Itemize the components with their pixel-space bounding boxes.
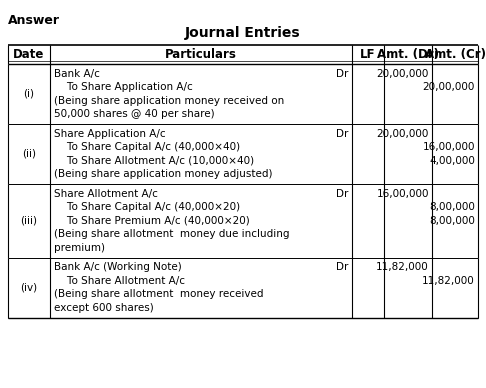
Text: To Share Capital A/c (40,000×40): To Share Capital A/c (40,000×40) <box>54 142 240 152</box>
Text: 20,00,000: 20,00,000 <box>423 82 475 92</box>
Text: 20,00,000: 20,00,000 <box>377 69 429 79</box>
Text: Particulars: Particulars <box>165 48 237 61</box>
Text: Share Application A/c: Share Application A/c <box>54 129 166 139</box>
Text: Dr: Dr <box>336 262 348 272</box>
Text: To Share Application A/c: To Share Application A/c <box>54 82 193 92</box>
Text: Bank A/c (Working Note): Bank A/c (Working Note) <box>54 262 182 272</box>
Text: (Being share application money adjusted): (Being share application money adjusted) <box>54 169 273 179</box>
Text: 11,82,000: 11,82,000 <box>422 276 475 286</box>
Text: Journal Entries: Journal Entries <box>185 26 301 40</box>
Text: (iii): (iii) <box>20 216 37 226</box>
Text: To Share Capital A/c (40,000×20): To Share Capital A/c (40,000×20) <box>54 202 240 212</box>
Text: Date: Date <box>13 48 45 61</box>
Text: LF: LF <box>360 48 376 61</box>
Text: Dr: Dr <box>336 69 348 79</box>
Text: To Share Allotment A/c (10,000×40): To Share Allotment A/c (10,000×40) <box>54 156 254 166</box>
Text: To Share Allotment A/c: To Share Allotment A/c <box>54 276 185 286</box>
Text: 4,00,000: 4,00,000 <box>429 156 475 166</box>
Text: 20,00,000: 20,00,000 <box>377 129 429 139</box>
Text: Amt. (Cr): Amt. (Cr) <box>424 48 486 61</box>
Text: (i): (i) <box>23 89 35 99</box>
Text: Dr: Dr <box>336 129 348 139</box>
Text: except 600 shares): except 600 shares) <box>54 303 154 313</box>
Text: (Being share application money received on: (Being share application money received … <box>54 96 284 106</box>
Text: To Share Premium A/c (40,000×20): To Share Premium A/c (40,000×20) <box>54 216 250 226</box>
Text: (Being share allotment  money received: (Being share allotment money received <box>54 289 263 299</box>
Text: 8,00,000: 8,00,000 <box>429 216 475 226</box>
Text: (iv): (iv) <box>20 282 37 293</box>
Text: (Being share allotment  money due including: (Being share allotment money due includi… <box>54 229 290 239</box>
Text: 11,82,000: 11,82,000 <box>376 262 429 272</box>
Text: (ii): (ii) <box>22 149 36 159</box>
Text: 16,00,000: 16,00,000 <box>377 189 429 199</box>
Text: Answer: Answer <box>8 14 60 27</box>
Text: Amt. (Dr): Amt. (Dr) <box>377 48 439 61</box>
Text: Share Allotment A/c: Share Allotment A/c <box>54 189 158 199</box>
Text: Bank A/c: Bank A/c <box>54 69 100 79</box>
Text: 8,00,000: 8,00,000 <box>429 202 475 212</box>
Text: premium): premium) <box>54 243 105 253</box>
Text: 16,00,000: 16,00,000 <box>422 142 475 152</box>
Text: Dr: Dr <box>336 189 348 199</box>
Text: 50,000 shares @ 40 per share): 50,000 shares @ 40 per share) <box>54 109 215 119</box>
